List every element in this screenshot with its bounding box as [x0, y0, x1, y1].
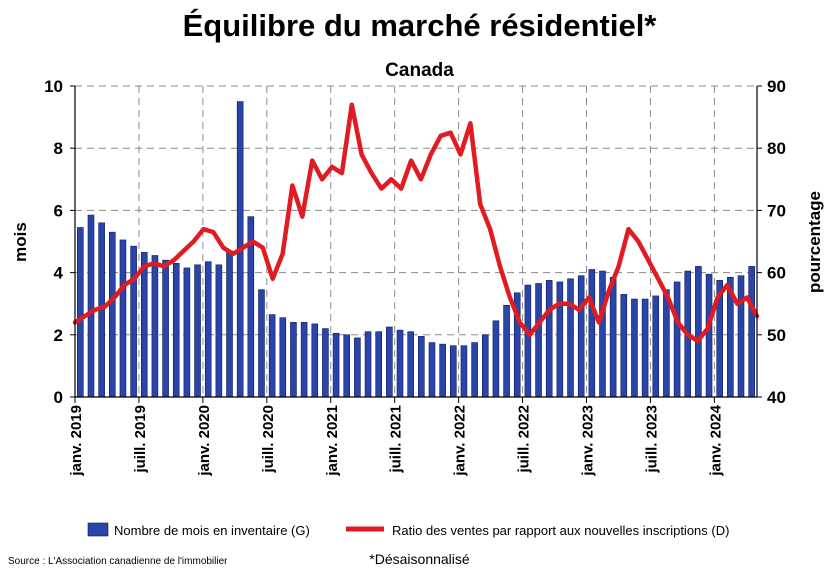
bar [748, 266, 755, 398]
bar [609, 276, 617, 398]
bar [418, 336, 425, 398]
bar [140, 252, 148, 398]
bar [535, 283, 542, 398]
legend-label-bars: Nombre de mois en inventaire (G) [114, 523, 310, 538]
bar [343, 334, 351, 398]
bar [460, 345, 468, 398]
bar [332, 332, 340, 398]
bar [268, 314, 276, 398]
bar [258, 289, 265, 398]
x-tick-label: juill. 2021 [388, 405, 405, 474]
bar [375, 331, 382, 398]
left-tick-label: 8 [54, 139, 63, 158]
left-tick-label: 10 [44, 77, 63, 96]
x-tick-label: juill. 2019 [132, 405, 149, 474]
left-tick-label: 2 [54, 326, 63, 345]
x-tick-label: janv. 2019 [68, 405, 85, 477]
bar [172, 262, 180, 398]
bar [524, 284, 532, 398]
left-tick-label: 4 [54, 264, 64, 283]
bar [119, 239, 127, 398]
bar [77, 227, 84, 398]
bar [737, 275, 745, 398]
plot-svg: 0 2 4 6 8 10 40 50 60 70 80 90 janv. 2019 juill. 2019… [11, 77, 824, 538]
bar [109, 231, 116, 398]
bar [471, 342, 478, 398]
bar [673, 281, 681, 398]
x-tick-label: janv. 2024 [707, 404, 724, 476]
bar [599, 270, 606, 398]
bar [194, 264, 201, 398]
bar [204, 261, 212, 398]
bar [183, 267, 191, 398]
bar [428, 342, 436, 398]
bar [215, 264, 223, 398]
right-tick-label: 60 [767, 264, 786, 283]
right-tick-label: 80 [767, 139, 786, 158]
right-tick-label: 40 [767, 388, 786, 407]
bar [556, 281, 564, 398]
bar [279, 317, 287, 398]
x-tick-label: juill. 2023 [643, 405, 660, 474]
x-tick-label: janv. 2023 [580, 405, 597, 477]
x-tick-label: juill. 2020 [260, 405, 277, 474]
bar [364, 331, 372, 398]
bar [695, 266, 702, 398]
x-tick-label: janv. 2022 [452, 405, 469, 477]
bar [663, 289, 670, 398]
bar [290, 322, 297, 398]
bar [87, 214, 95, 398]
bar-series [77, 101, 755, 398]
bar [503, 304, 510, 398]
ratio-line [72, 102, 760, 344]
y-axis-right-title: pourcentage [805, 191, 824, 293]
bar [567, 278, 574, 398]
bar [322, 328, 329, 398]
x-tick-label: janv. 2021 [324, 405, 341, 477]
bar [130, 245, 137, 398]
bar [577, 275, 585, 398]
right-tick-label: 70 [767, 201, 786, 220]
bar [396, 329, 404, 398]
bar [705, 273, 713, 398]
bar [450, 345, 457, 398]
bar [407, 331, 414, 398]
bar [151, 255, 159, 398]
bar [311, 323, 319, 398]
bar [226, 250, 233, 398]
chart-title: Équilibre du marché résidentiel* [182, 8, 657, 43]
x-tick-label: janv. 2020 [196, 405, 213, 477]
line-series [72, 102, 760, 344]
bar [162, 259, 169, 398]
legend-label-line: Ratio des ventes par rapport aux nouvell… [392, 523, 729, 538]
bar [386, 326, 393, 398]
y-axis-left-title: mois [11, 222, 30, 262]
legend-swatch-bars [87, 522, 109, 537]
chart-subtitle: Canada [385, 60, 454, 81]
right-tick-label: 90 [767, 77, 786, 96]
left-tick-label: 0 [54, 388, 63, 407]
right-tick-label: 50 [767, 326, 786, 345]
axes: 0 2 4 6 8 10 40 50 60 70 80 90 janv. 2019 juill. 2019… [11, 77, 824, 477]
source-text: Source : L'Association canadienne de l'i… [8, 556, 228, 567]
bar [620, 294, 628, 398]
bar [481, 334, 489, 398]
bar [492, 320, 500, 398]
bar [300, 322, 308, 398]
bar [641, 298, 649, 398]
bar [545, 280, 553, 398]
bar [652, 295, 660, 398]
bar [439, 343, 446, 398]
bar [631, 298, 638, 398]
bar [354, 337, 361, 398]
footnote: *Désaisonnalisé [369, 551, 470, 567]
bar [588, 269, 596, 398]
x-tick-label: juill. 2022 [516, 405, 533, 474]
left-tick-label: 6 [54, 201, 63, 220]
legend: Nombre de mois en inventaire (G) Ratio de… [87, 522, 729, 538]
